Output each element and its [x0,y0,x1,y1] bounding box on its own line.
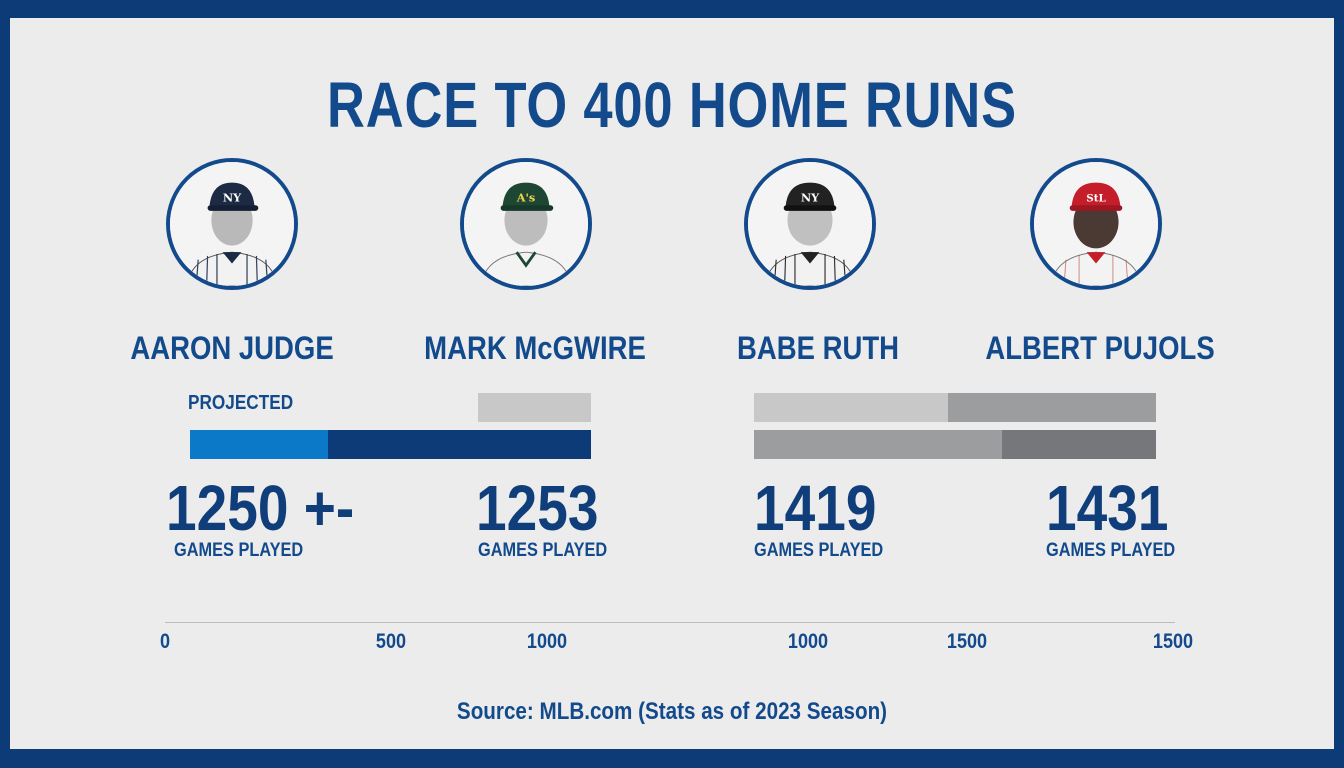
svg-text:NY: NY [801,190,820,204]
player-portrait-icon: NY [748,162,872,286]
games-played-label: GAMES PLAYED [174,540,304,561]
x-tick-label: 1500 [1152,630,1194,653]
bar-albert-pujols-mid [754,430,1002,459]
games-played-label: GAMES PLAYED [754,540,884,561]
infographic-card: RACE TO 400 HOME RUNS NY A's [10,18,1334,749]
svg-text:NY: NY [223,190,242,204]
chart-title: RACE TO 400 HOME RUNS [327,69,1017,141]
player-name-aaron-judge: AARON JUDGE [130,330,334,366]
bar-babe-ruth [948,393,1156,422]
data-label-babe-ruth: 1419 [754,472,877,544]
avatar-aaron-judge: NY [166,158,298,290]
x-tick-label: 1500 [946,630,988,653]
x-tick-label: 500 [375,630,407,653]
x-axis-line [165,622,1175,623]
avatar-albert-pujols: StL [1030,158,1162,290]
bar-albert-pujols [1002,430,1156,459]
player-portrait-icon: StL [1034,162,1158,286]
svg-text:A's: A's [516,190,536,204]
games-played-label: GAMES PLAYED [478,540,608,561]
data-label-albert-pujols: 1431 [1046,472,1169,544]
bar-aaron-judge [328,430,591,459]
data-label-aaron-judge: 1250 +- [166,472,355,544]
player-name-mark-mcgwire: MARK McGWIRE [424,330,646,366]
player-portrait-icon: NY [170,162,294,286]
player-name-babe-ruth: BABE RUTH [736,330,900,366]
avatar-mark-mcgwire: A's [460,158,592,290]
svg-text:StL: StL [1086,192,1106,204]
data-label-mark-mcgwire: 1253 [476,472,599,544]
bar-aaron-judge-projected [190,430,328,459]
bar-mark-mcgwire [478,393,591,422]
games-played-label: GAMES PLAYED [1046,540,1176,561]
x-tick-label: 0 [159,630,171,653]
projected-label: PROJECTED [188,392,294,414]
player-name-albert-pujols: ALBERT PUJOLS [985,330,1215,366]
source-note: Source: MLB.com (Stats as of 2023 Season… [456,698,888,725]
bar-babe-ruth-light [754,393,948,422]
x-tick-label: 1000 [787,630,829,653]
player-portrait-icon: A's [464,162,588,286]
avatar-babe-ruth: NY [744,158,876,290]
x-tick-label: 1000 [526,630,568,653]
